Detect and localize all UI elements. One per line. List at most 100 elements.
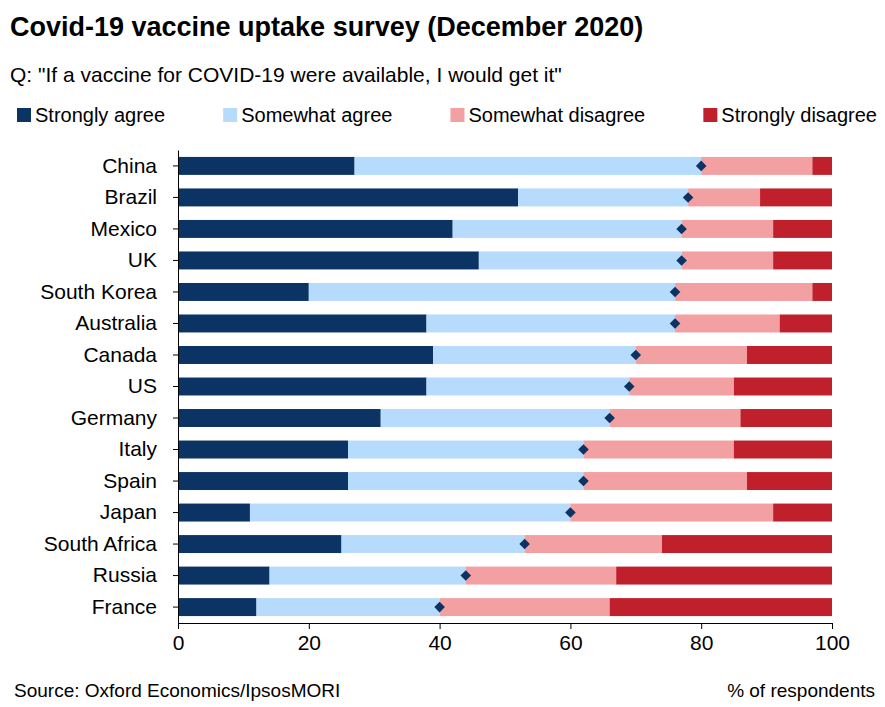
legend-label: Strongly disagree [721, 104, 877, 126]
bar-segment [178, 567, 270, 585]
marker [460, 570, 471, 581]
x-tick-mark [832, 623, 833, 629]
marker [683, 192, 694, 203]
x-tick-mark [440, 623, 441, 629]
y-tick: South Korea [40, 280, 178, 303]
bars [178, 157, 832, 616]
marker [565, 507, 576, 518]
x-tick: 40 [428, 623, 451, 654]
y-tick-label: South Africa [44, 532, 158, 555]
bar-segment [381, 409, 610, 427]
y-tick-label: Australia [75, 311, 157, 334]
x-tick-label: 60 [559, 631, 582, 654]
y-tick-mark [173, 165, 178, 166]
y-tick-label: Italy [118, 437, 157, 460]
y-tick: Japan [100, 500, 178, 523]
chart: Covid-19 vaccine uptake survey (December… [0, 0, 885, 707]
bar-segment [780, 314, 832, 332]
marker [696, 161, 707, 172]
marker [519, 539, 530, 550]
legend-label: Somewhat disagree [468, 104, 645, 126]
marker [670, 318, 681, 329]
y-tick-mark [173, 575, 178, 576]
y-tick-mark [173, 291, 178, 292]
bar-segment [518, 188, 688, 206]
y-tick-mark [173, 607, 178, 608]
legend-swatch [703, 108, 717, 122]
series-1 [250, 157, 701, 616]
x-axis-title: % of respondents [727, 680, 875, 701]
x-tick: 20 [298, 623, 321, 654]
bar-segment [342, 535, 525, 553]
series-3 [610, 157, 832, 616]
y-tick-mark [173, 323, 178, 324]
bar-segment [701, 157, 812, 175]
bar-segment [747, 346, 832, 364]
marker [676, 255, 687, 266]
y-tick-label: US [128, 374, 157, 397]
bar-segment [178, 314, 427, 332]
bar-segment [682, 251, 774, 269]
y-tick-mark [173, 228, 178, 229]
x-tick: 80 [690, 623, 713, 654]
y-tick-label: Russia [93, 563, 158, 586]
bar-segment [734, 378, 832, 396]
x-tick-mark [570, 623, 571, 629]
legend-label: Strongly agree [35, 104, 165, 126]
bar-segment [610, 409, 741, 427]
y-tick-mark [173, 386, 178, 387]
y-tick-label: China [102, 154, 157, 177]
y-tick-mark [173, 354, 178, 355]
x-tick-label: 0 [173, 631, 185, 654]
y-tick-mark [173, 512, 178, 513]
x-tick-mark [701, 623, 702, 629]
bar-segment [773, 504, 832, 522]
bar-segment [178, 504, 250, 522]
bar-segment [178, 283, 309, 301]
bar-segment [662, 535, 832, 553]
y-tick: Canada [83, 343, 178, 366]
bar-segment [525, 535, 662, 553]
y-tick: US [128, 374, 178, 397]
bar-segment [610, 598, 832, 616]
legend-item: Strongly agree [17, 104, 165, 126]
bar-segment [270, 567, 466, 585]
bar-segment [178, 472, 348, 490]
marker [604, 413, 615, 424]
legend-item: Somewhat disagree [450, 104, 645, 126]
y-tick-label: France [92, 595, 157, 618]
bar-segment [433, 346, 636, 364]
marker [578, 476, 589, 487]
markers-1 [434, 161, 706, 613]
subtitle: Q: "If a vaccine for COVID-19 were avail… [10, 63, 562, 86]
bar-segment [760, 188, 832, 206]
bar-segment [178, 441, 348, 459]
bar-segment [740, 409, 832, 427]
y-axis: ChinaBrazilMexicoUKSouth KoreaAustraliaC… [40, 151, 178, 624]
marker [578, 444, 589, 455]
bar-segment [675, 314, 780, 332]
y-tick-mark [173, 197, 178, 198]
bar-segment [256, 598, 439, 616]
y-tick: South Africa [44, 532, 178, 555]
x-tick: 60 [559, 623, 582, 654]
bar-segment [479, 251, 682, 269]
bar-segment [688, 188, 760, 206]
x-tick-label: 100 [815, 631, 850, 654]
bar-segment [773, 251, 832, 269]
marker [624, 381, 635, 392]
bar-segment [348, 472, 583, 490]
bar-segment [178, 346, 433, 364]
bar-segment [734, 441, 832, 459]
y-tick-mark [173, 260, 178, 261]
y-tick: France [92, 595, 178, 618]
bar-segment [453, 220, 682, 238]
bar-segment [747, 472, 832, 490]
marker [676, 224, 687, 235]
bar-segment [178, 188, 518, 206]
bar-segment [250, 504, 570, 522]
bar-segment [309, 283, 675, 301]
source: Source: Oxford Economics/IpsosMORI [14, 680, 340, 701]
y-tick-mark [173, 481, 178, 482]
legend-swatch [17, 108, 31, 122]
